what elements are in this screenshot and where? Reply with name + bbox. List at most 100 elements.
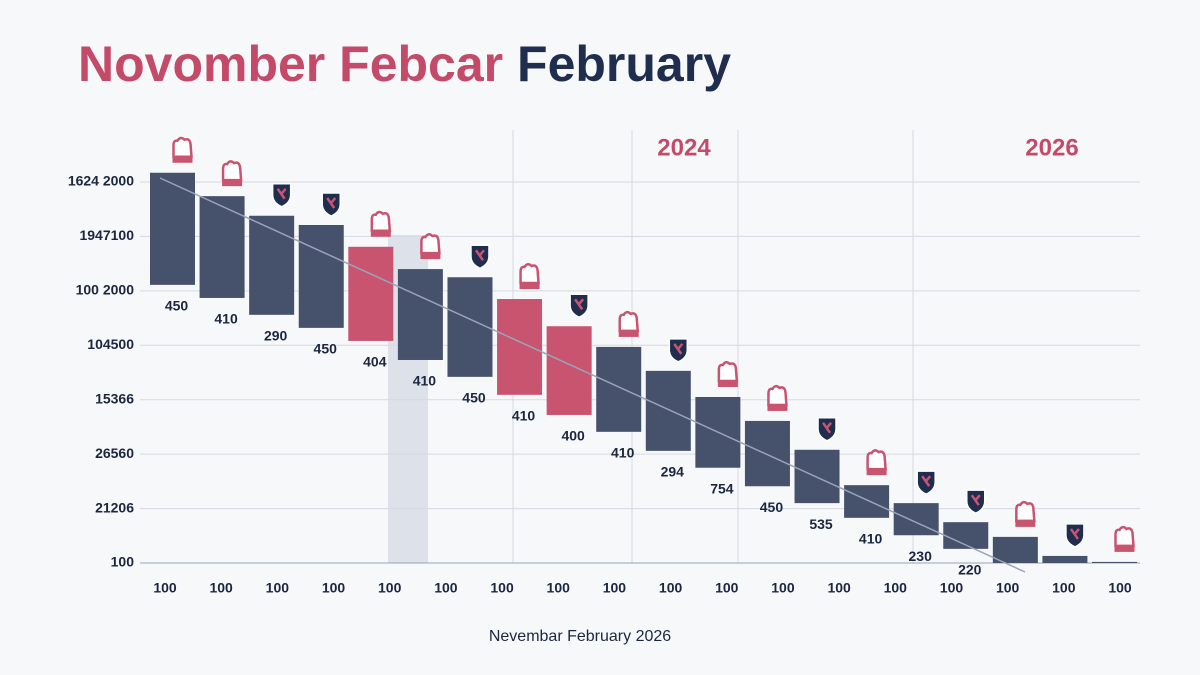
bar-label: 410 bbox=[413, 373, 437, 389]
title-part2: February bbox=[517, 36, 731, 92]
hand-icon bbox=[221, 160, 243, 182]
bar bbox=[150, 172, 195, 285]
hand-icon bbox=[618, 310, 640, 333]
hand-base bbox=[1015, 519, 1036, 527]
hand-icon bbox=[172, 136, 193, 158]
bar-label: 450 bbox=[462, 390, 486, 406]
annotation: 2026 bbox=[1025, 134, 1078, 161]
hand-icon bbox=[767, 384, 788, 407]
x-tick-label: 100 bbox=[940, 580, 964, 596]
y-tick-label: 26560 bbox=[95, 445, 134, 461]
x-tick-label: 100 bbox=[378, 580, 402, 596]
hand-icon bbox=[1114, 525, 1135, 548]
x-tick-label: 100 bbox=[659, 580, 683, 596]
x-tick-label: 100 bbox=[996, 580, 1020, 596]
bar-label: 754 bbox=[710, 480, 734, 496]
x-axis-title: Nevembar February 2026 bbox=[489, 628, 671, 645]
hand-base bbox=[519, 282, 540, 290]
shield-mark bbox=[276, 187, 287, 200]
bar bbox=[249, 215, 295, 315]
bar-label: 410 bbox=[512, 408, 536, 424]
shield-mark bbox=[574, 298, 585, 310]
shield-mark bbox=[921, 475, 932, 487]
x-tick-label: 100 bbox=[715, 580, 739, 596]
chart-title: Novomber Febcar February bbox=[78, 36, 731, 92]
x-tick-label: 100 bbox=[1052, 580, 1076, 596]
hand-base bbox=[618, 329, 639, 337]
annotation: 2024 bbox=[657, 134, 711, 161]
x-tick-label: 100 bbox=[771, 580, 795, 596]
bars bbox=[150, 172, 1137, 563]
bar bbox=[844, 485, 890, 518]
bar bbox=[497, 299, 543, 395]
x-tick-label: 100 bbox=[322, 580, 346, 596]
hand-icon bbox=[370, 210, 392, 233]
bar bbox=[645, 370, 691, 451]
y-tick-label: 15366 bbox=[95, 390, 134, 406]
hand-base bbox=[222, 179, 243, 187]
bar bbox=[546, 326, 592, 415]
x-tick-label: 100 bbox=[153, 580, 177, 596]
x-tick-label: 100 bbox=[1108, 580, 1132, 596]
hand-base bbox=[717, 379, 738, 387]
bar-label: 535 bbox=[809, 516, 833, 532]
y-tick-label: 100 bbox=[111, 554, 135, 570]
bar bbox=[744, 420, 790, 487]
title-part1: Novomber Febcar bbox=[78, 36, 503, 92]
x-tick-label: 100 bbox=[434, 580, 458, 596]
bar bbox=[992, 536, 1038, 563]
y-tick-label: 104500 bbox=[87, 336, 134, 352]
bar bbox=[596, 346, 642, 432]
hand-base bbox=[370, 229, 391, 237]
x-tick-label: 100 bbox=[209, 580, 233, 596]
bar bbox=[348, 246, 394, 341]
shield-mark bbox=[970, 494, 981, 506]
bar-label: 450 bbox=[165, 298, 189, 314]
y-tick-label: 100 2000 bbox=[76, 282, 135, 298]
x-tick-label: 100 bbox=[266, 580, 290, 596]
bar-label: 450 bbox=[760, 499, 784, 515]
hand-icon bbox=[420, 233, 441, 255]
shield-mark bbox=[474, 249, 485, 261]
hand-base bbox=[866, 468, 887, 476]
bar bbox=[447, 277, 493, 377]
x-tick-label: 100 bbox=[490, 580, 514, 596]
bar-label: 404 bbox=[363, 354, 387, 370]
bar bbox=[1092, 561, 1137, 563]
bar-label: 410 bbox=[214, 311, 238, 327]
bar-label: 450 bbox=[314, 341, 338, 357]
labels: 450 410 290 450 404 410 450 410 400 410 294 754 450 5… bbox=[165, 298, 982, 578]
hand-base bbox=[172, 155, 193, 163]
bar-label: 410 bbox=[859, 531, 883, 547]
x-tick-label: 100 bbox=[603, 580, 627, 596]
hand-icon bbox=[866, 449, 887, 471]
hand-icon bbox=[519, 263, 540, 285]
bar-label: 220 bbox=[958, 562, 982, 578]
bar bbox=[397, 269, 443, 360]
hand-icon bbox=[1015, 500, 1036, 523]
y-tick-label: 1947100 bbox=[79, 227, 134, 243]
icons bbox=[172, 136, 1135, 552]
y-tick-label: 21206 bbox=[95, 499, 134, 515]
bar bbox=[199, 196, 245, 298]
hand-base bbox=[1114, 544, 1135, 552]
shield-mark bbox=[822, 421, 832, 434]
vertical-lines bbox=[512, 130, 914, 563]
bar bbox=[1042, 555, 1088, 563]
shield-mark bbox=[673, 343, 684, 355]
x-tick-label: 100 bbox=[884, 580, 908, 596]
shield-mark bbox=[326, 197, 337, 209]
x-tick-label: 100 bbox=[827, 580, 851, 596]
shield-mark bbox=[1069, 528, 1080, 540]
x-tick-label: 100 bbox=[547, 580, 571, 596]
bar bbox=[298, 224, 344, 328]
bar-label: 294 bbox=[661, 464, 685, 480]
bar-label: 230 bbox=[909, 548, 933, 564]
hand-base bbox=[420, 252, 441, 260]
bar-label: 410 bbox=[611, 445, 635, 461]
bar-label: 400 bbox=[561, 428, 585, 444]
hand-icon bbox=[717, 360, 739, 383]
trend-line bbox=[159, 177, 1026, 573]
